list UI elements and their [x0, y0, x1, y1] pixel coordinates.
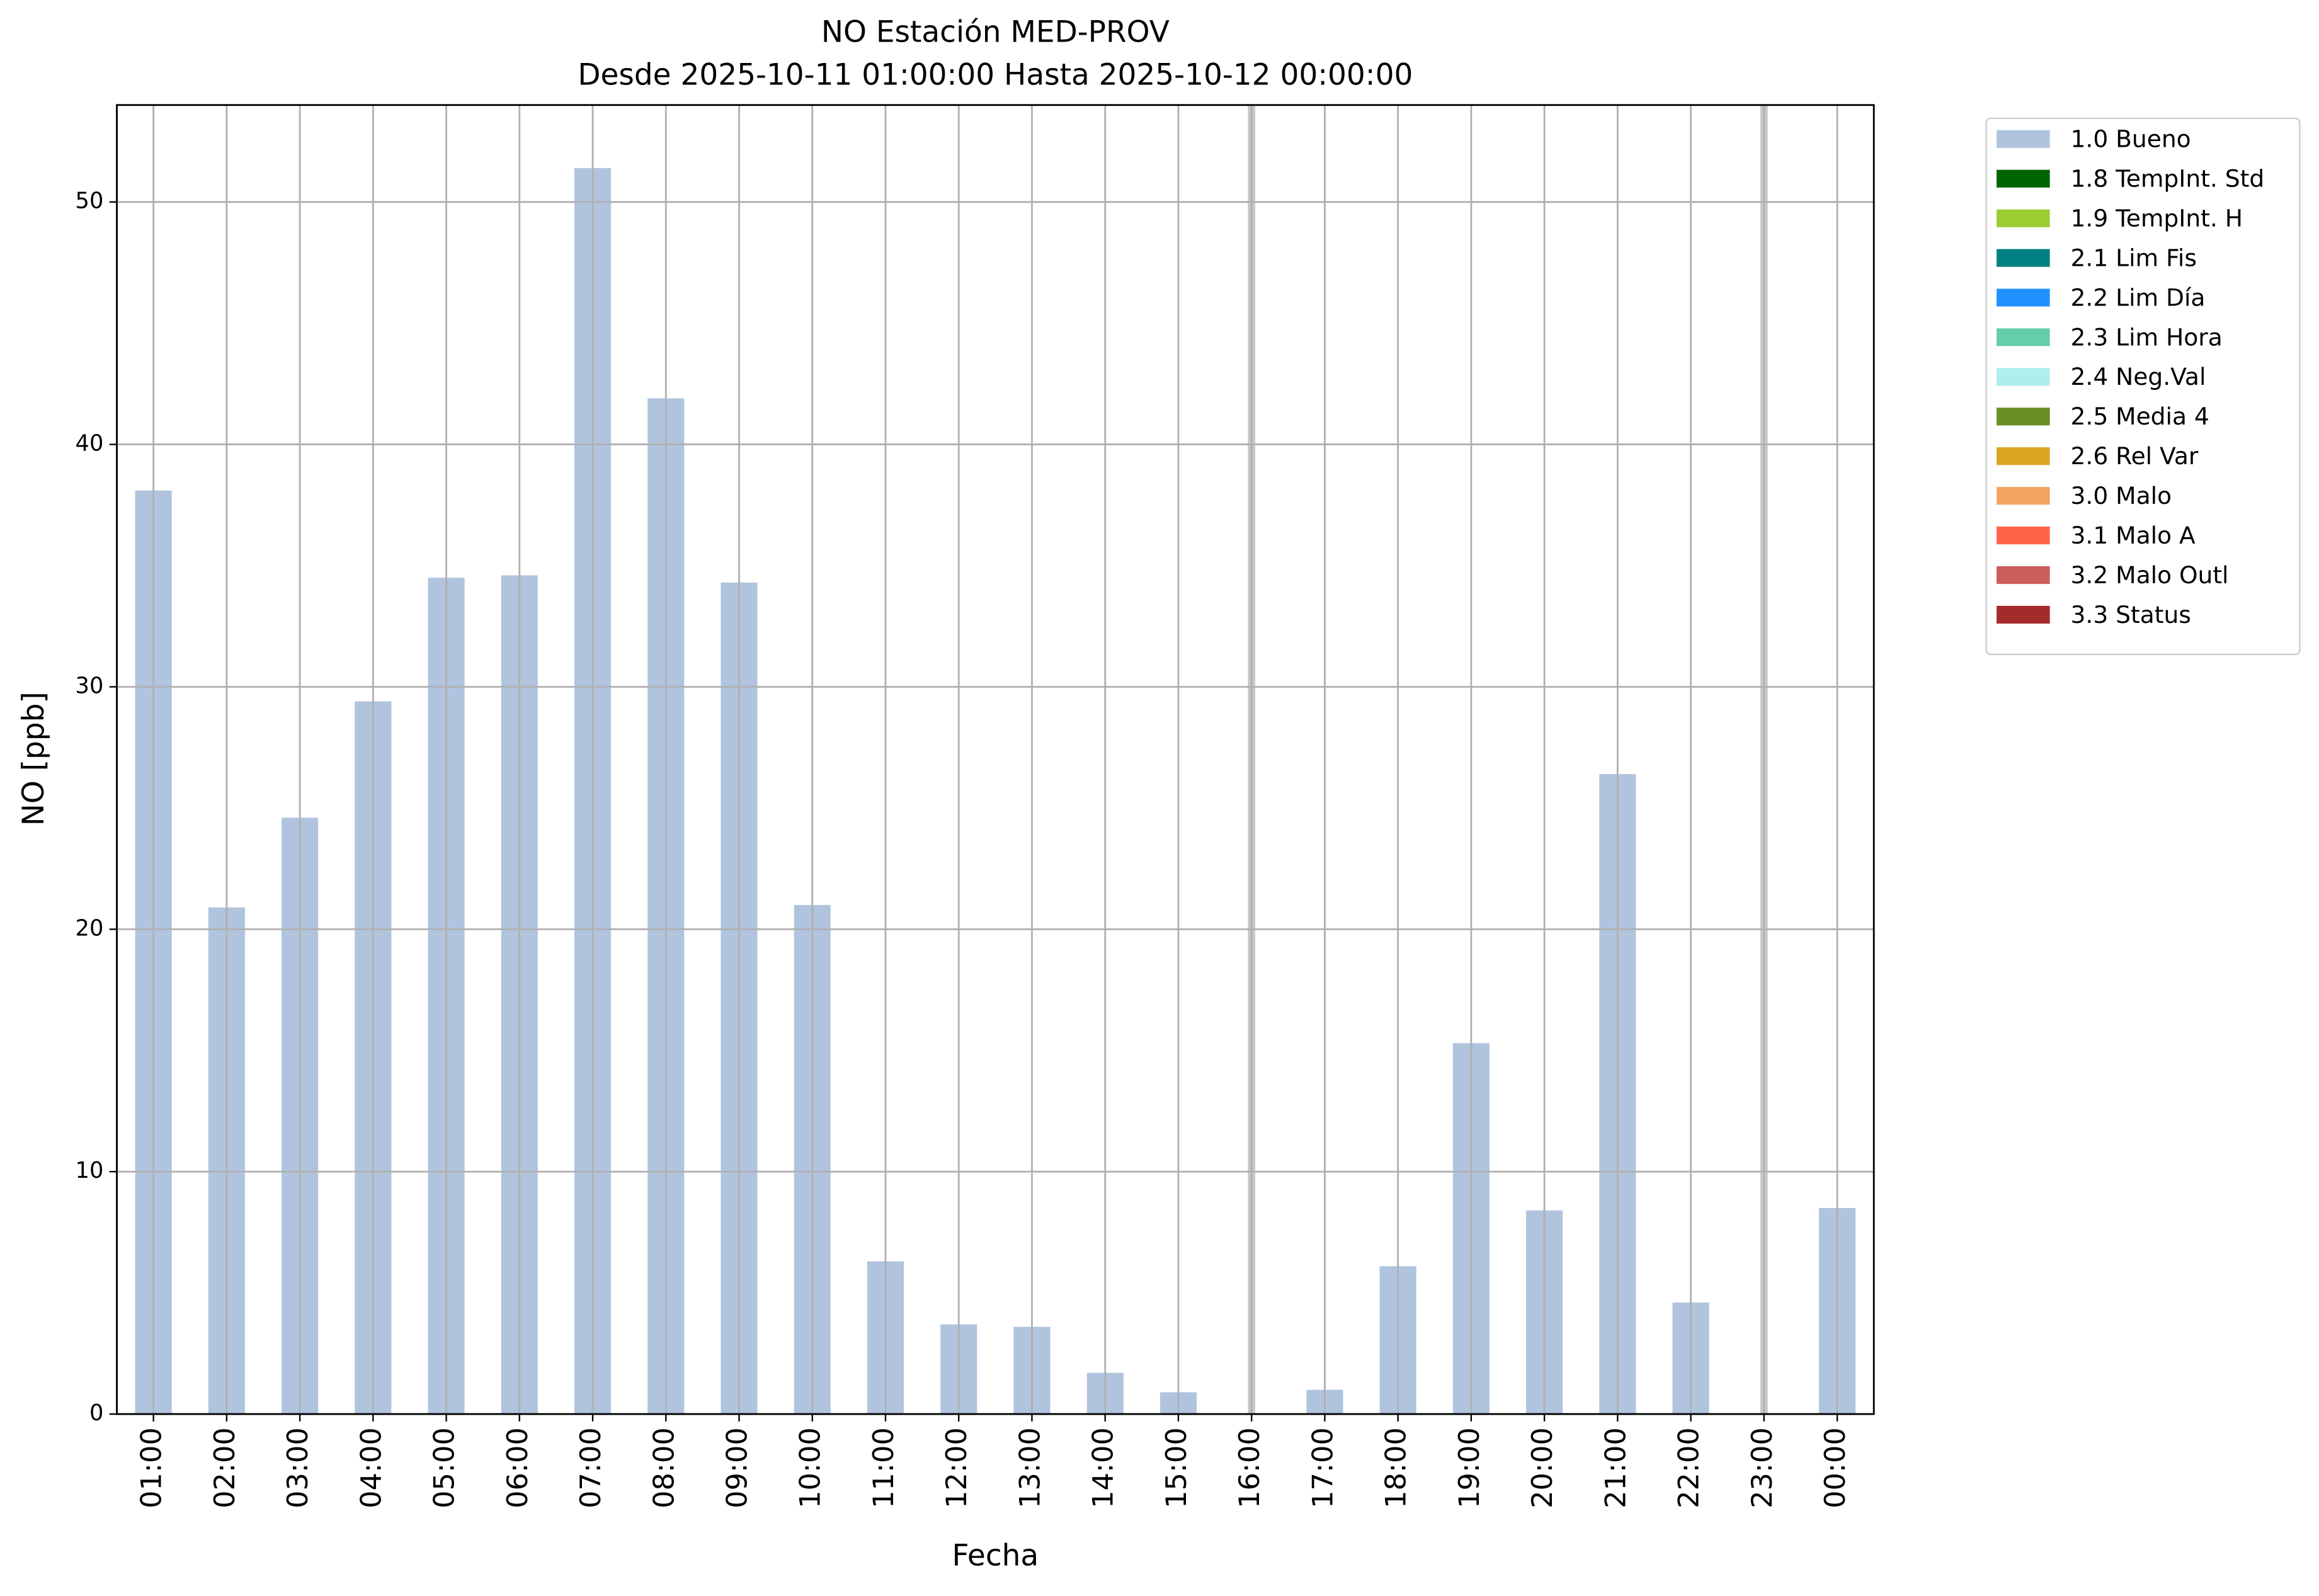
x-tick-label: 02:00 [208, 1427, 241, 1508]
legend-swatch [1997, 130, 2050, 148]
legend-label: 3.0 Malo [2071, 482, 2172, 510]
x-tick-label: 11:00 [867, 1427, 900, 1508]
legend-swatch [1997, 447, 2050, 465]
legend-label: 3.3 Status [2071, 601, 2191, 629]
x-tick-label: 18:00 [1380, 1427, 1413, 1508]
legend-swatch [1997, 368, 2050, 386]
legend-swatch [1997, 249, 2050, 267]
legend-label: 2.4 Neg.Val [2071, 363, 2206, 390]
x-tick-label: 15:00 [1160, 1427, 1193, 1508]
x-tick-label: 06:00 [501, 1427, 534, 1508]
x-tick-label: 08:00 [647, 1427, 680, 1508]
legend-label: 3.2 Malo Outl [2071, 561, 2229, 589]
legend-swatch [1997, 527, 2050, 545]
x-tick-label: 13:00 [1013, 1427, 1046, 1508]
legend-swatch [1997, 605, 2050, 624]
chart-subtitle: Desde 2025-10-11 01:00:00 Hasta 2025-10-… [578, 58, 1413, 93]
legend-label: 1.0 Bueno [2071, 125, 2191, 153]
legend-swatch [1997, 288, 2050, 307]
y-tick-label: 30 [76, 673, 104, 698]
legend-label: 2.3 Lim Hora [2071, 323, 2223, 351]
x-tick-label: 17:00 [1306, 1427, 1339, 1508]
x-tick-label: 10:00 [794, 1427, 827, 1508]
legend-label: 1.8 TempInt. Std [2071, 165, 2265, 193]
legend-swatch [1997, 566, 2050, 584]
legend-swatch [1997, 169, 2050, 188]
y-tick-label: 50 [76, 188, 104, 214]
x-tick-label: 23:00 [1746, 1427, 1779, 1508]
x-tick-label: 22:00 [1673, 1427, 1706, 1508]
x-tick-label: 16:00 [1233, 1427, 1266, 1508]
x-tick-label: 20:00 [1526, 1427, 1559, 1508]
plot-frame [116, 104, 1875, 1415]
legend-label: 3.1 Malo A [2071, 522, 2196, 549]
x-axis-label: Fecha [952, 1538, 1039, 1573]
legend-swatch [1997, 408, 2050, 426]
y-tick-label: 40 [76, 431, 104, 457]
x-tick-label: 07:00 [574, 1427, 607, 1508]
x-tick-label: 04:00 [355, 1427, 387, 1508]
chart-title: NO Estación MED-PROV [821, 15, 1170, 50]
x-tick-label: 09:00 [721, 1427, 754, 1508]
legend-swatch [1997, 487, 2050, 505]
y-axis-label: NO [ppb] [16, 692, 51, 826]
y-tick-label: 0 [89, 1400, 103, 1426]
x-tick-label: 21:00 [1599, 1427, 1632, 1508]
legend-label: 2.6 Rel Var [2071, 442, 2199, 470]
x-tick-label: 01:00 [135, 1427, 168, 1508]
legend-swatch [1997, 209, 2050, 227]
y-tick-label: 20 [76, 915, 104, 941]
legend-label: 1.9 TempInt. H [2071, 204, 2243, 232]
x-tick-label: 03:00 [282, 1427, 314, 1508]
y-tick-label: 10 [76, 1158, 104, 1183]
x-tick-label: 12:00 [940, 1427, 973, 1508]
legend-box [1985, 117, 2301, 656]
x-tick-label: 14:00 [1087, 1427, 1120, 1508]
x-tick-label: 05:00 [428, 1427, 461, 1508]
legend-label: 2.5 Media 4 [2071, 402, 2209, 430]
x-tick-label: 00:00 [1819, 1427, 1852, 1508]
legend-label: 2.2 Lim Día [2071, 283, 2206, 311]
legend-swatch [1997, 328, 2050, 346]
legend-label: 2.1 Lim Fis [2071, 244, 2197, 271]
x-tick-label: 19:00 [1453, 1427, 1486, 1508]
